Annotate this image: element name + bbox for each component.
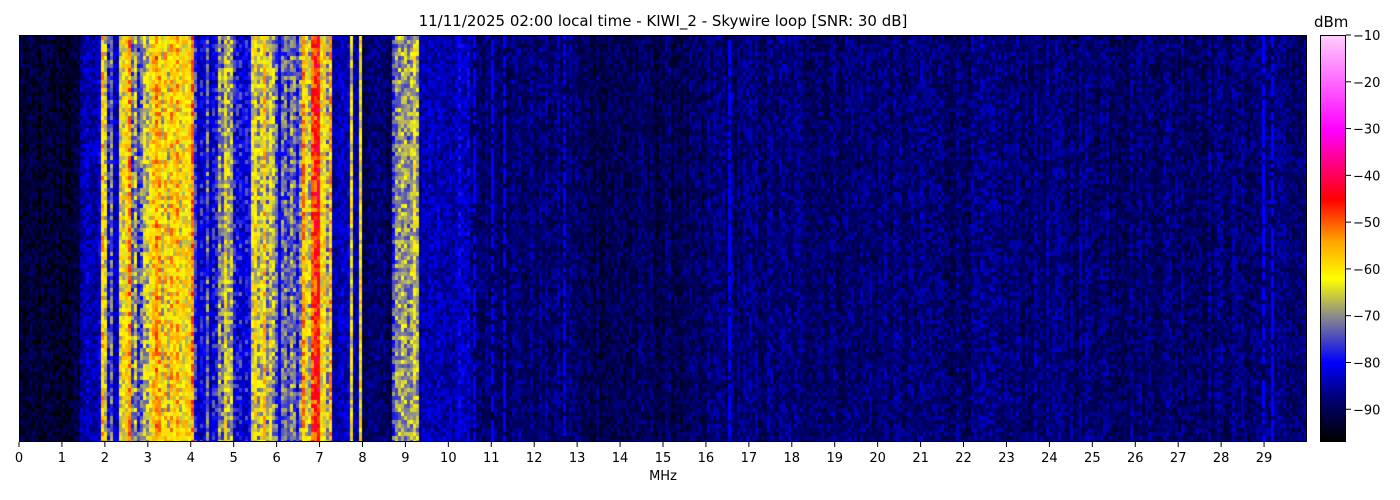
- x-tick-label: 21: [912, 451, 929, 466]
- colorbar: [1320, 35, 1346, 442]
- x-tick-label: 8: [358, 451, 366, 466]
- x-axis-label: MHz: [649, 469, 677, 484]
- colorbar-tick-label: −20: [1353, 76, 1380, 91]
- x-tick-label: 28: [1213, 451, 1230, 466]
- colorbar-tick-label: −60: [1353, 263, 1380, 278]
- colorbar-gradient: [1321, 36, 1345, 441]
- x-tick-label: 18: [784, 451, 801, 466]
- colorbar-tick-label: −50: [1353, 216, 1380, 231]
- x-tick-label: 24: [1041, 451, 1058, 466]
- x-tick-label: 14: [612, 451, 629, 466]
- x-tick-label: 7: [315, 451, 323, 466]
- waterfall-heatmap: [20, 36, 1306, 441]
- x-tick-label: 19: [826, 451, 843, 466]
- colorbar-tick-label: −30: [1353, 123, 1380, 138]
- x-tick-label: 10: [440, 451, 457, 466]
- x-tick-label: 17: [741, 451, 758, 466]
- x-tick-label: 29: [1256, 451, 1273, 466]
- colorbar-tick-label: −40: [1353, 169, 1380, 184]
- chart-title: 11/11/2025 02:00 local time - KIWI_2 - S…: [418, 12, 908, 30]
- x-tick-label: 3: [144, 451, 152, 466]
- x-tick-label: 4: [187, 451, 195, 466]
- x-tick-label: 1: [58, 451, 66, 466]
- x-tick-label: 6: [272, 451, 280, 466]
- x-tick-label: 2: [101, 451, 109, 466]
- x-tick-label: 9: [401, 451, 409, 466]
- x-tick-label: 22: [955, 451, 972, 466]
- x-tick-label: 0: [15, 451, 23, 466]
- colorbar-label: dBm: [1314, 13, 1349, 31]
- colorbar-tick-label: −80: [1353, 356, 1380, 371]
- x-tick-label: 15: [655, 451, 672, 466]
- colorbar-tick-label: −70: [1353, 310, 1380, 325]
- colorbar-tick-label: −90: [1353, 403, 1380, 418]
- colorbar-tick-label: −10: [1353, 29, 1380, 44]
- x-tick-label: 25: [1084, 451, 1101, 466]
- x-tick-label: 23: [998, 451, 1015, 466]
- x-tick-label: 12: [526, 451, 543, 466]
- x-tick-label: 5: [230, 451, 238, 466]
- plot-area: [19, 35, 1307, 442]
- x-tick-label: 26: [1127, 451, 1144, 466]
- x-tick-label: 16: [698, 451, 715, 466]
- x-tick-label: 27: [1170, 451, 1187, 466]
- x-tick-label: 13: [569, 451, 586, 466]
- x-tick-label: 20: [869, 451, 886, 466]
- x-tick-label: 11: [483, 451, 500, 466]
